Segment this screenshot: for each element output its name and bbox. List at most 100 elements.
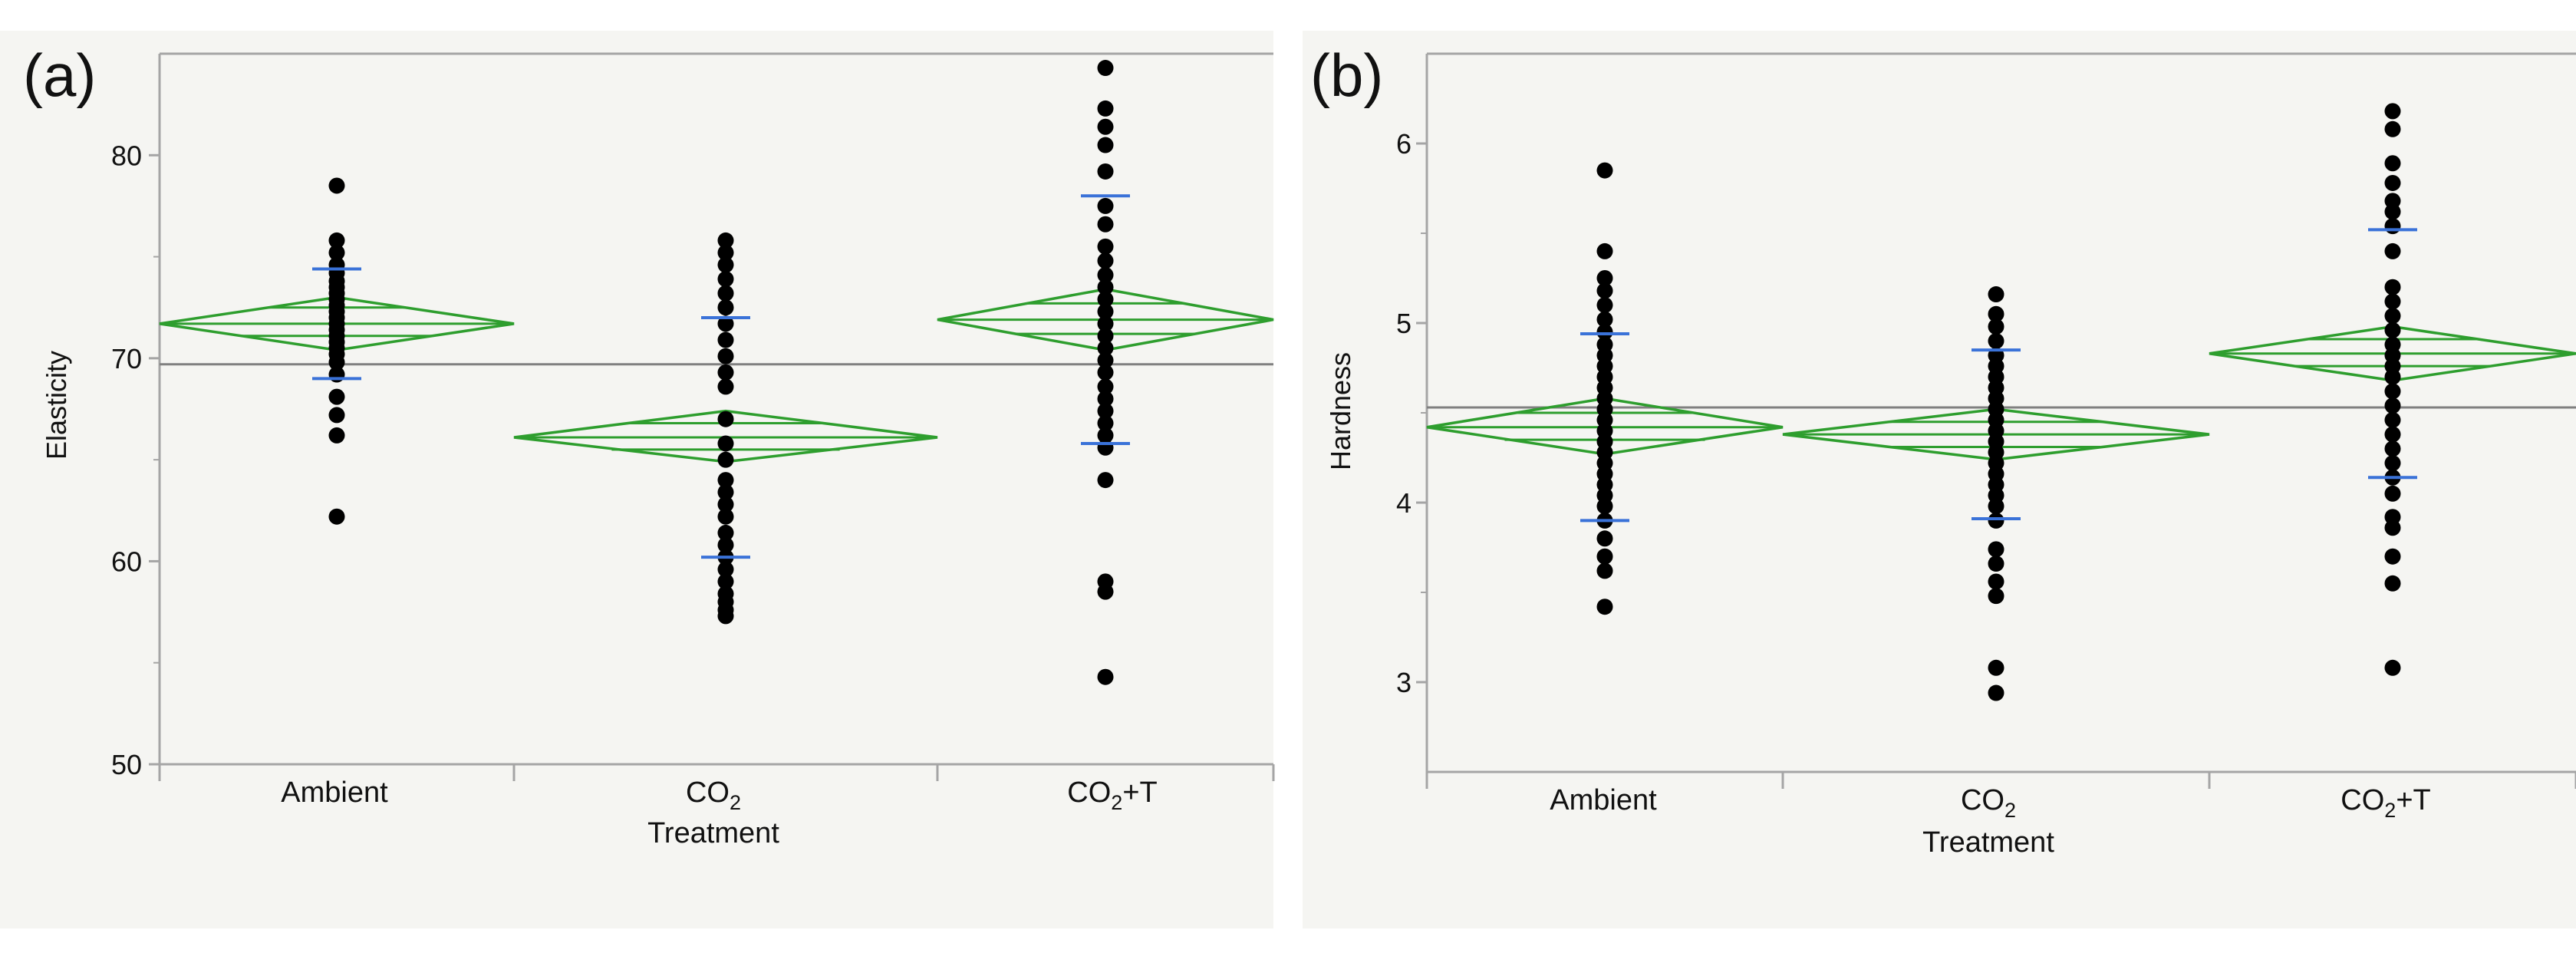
y-tick-label: 60	[111, 546, 142, 577]
data-point	[1596, 242, 1613, 259]
data-point	[717, 244, 734, 261]
data-point	[717, 348, 734, 364]
data-point	[2384, 383, 2401, 400]
data-point	[1596, 162, 1613, 179]
data-point	[2384, 308, 2401, 325]
data-point	[328, 388, 345, 405]
group-co2	[513, 232, 938, 625]
data-point	[2384, 155, 2401, 172]
data-point	[1097, 391, 1114, 407]
data-point	[1097, 328, 1114, 345]
data-point	[1097, 60, 1114, 77]
data-point	[1097, 238, 1114, 255]
y-tick-label: 70	[111, 343, 142, 374]
data-point	[1988, 498, 2004, 515]
data-point	[717, 232, 734, 249]
data-point	[717, 256, 734, 273]
data-point	[1097, 583, 1114, 600]
data-point	[1097, 427, 1114, 444]
data-point	[1097, 291, 1114, 308]
data-point	[1097, 340, 1114, 357]
data-point	[2384, 455, 2401, 472]
data-point	[717, 299, 734, 316]
data-point	[328, 366, 345, 383]
data-point	[1596, 282, 1613, 299]
data-point	[1988, 512, 2004, 529]
data-point	[2384, 411, 2401, 428]
data-point	[1596, 562, 1613, 579]
data-point	[1097, 216, 1114, 233]
data-point	[717, 411, 734, 427]
y-tick-label: 6	[1396, 128, 1412, 160]
data-point	[328, 427, 345, 444]
data-point	[1097, 352, 1114, 369]
panel-a-label: (a)	[23, 41, 96, 109]
data-point	[717, 472, 734, 489]
data-point	[2384, 519, 2401, 536]
data-point	[717, 496, 734, 513]
x-category-label: CO2+T	[2340, 784, 2430, 822]
data-point	[1988, 684, 2004, 701]
data-point	[1596, 548, 1613, 565]
panel-a-y-axis-label: Elasticity	[41, 351, 72, 460]
data-point	[1097, 252, 1114, 269]
data-point	[1097, 668, 1114, 685]
panel-a-x-axis-label: Treatment	[647, 817, 779, 849]
data-point	[1097, 415, 1114, 432]
y-tick-label: 5	[1396, 308, 1412, 339]
data-point	[1988, 318, 2004, 335]
data-point	[2384, 368, 2401, 385]
data-point	[1097, 266, 1114, 283]
data-point	[1097, 364, 1114, 381]
data-point	[1988, 556, 2004, 572]
data-point	[2384, 203, 2401, 220]
data-point	[2384, 279, 2401, 295]
data-point	[328, 244, 345, 261]
data-point	[1097, 118, 1114, 135]
data-point	[717, 435, 734, 452]
panel-a-background	[0, 31, 1273, 928]
data-point	[328, 177, 345, 194]
data-point	[717, 561, 734, 578]
data-point	[717, 331, 734, 348]
data-point	[2384, 485, 2401, 502]
group-co2-t	[2209, 103, 2576, 676]
data-point	[1988, 573, 2004, 590]
data-point	[2384, 293, 2401, 310]
data-point	[1097, 163, 1114, 180]
data-point	[1988, 332, 2004, 349]
data-point	[1097, 279, 1114, 295]
data-point	[717, 451, 734, 468]
data-point	[1988, 541, 2004, 558]
data-point	[1097, 472, 1114, 489]
data-point	[1596, 498, 1613, 515]
y-tick-label: 50	[111, 749, 142, 780]
panel-b-label: (b)	[1310, 41, 1383, 109]
panel-b-background	[1303, 31, 2576, 928]
data-point	[1097, 137, 1114, 153]
y-tick-label: 3	[1396, 667, 1412, 698]
x-category-label: CO2	[686, 777, 741, 814]
data-point	[2384, 242, 2401, 259]
data-point	[717, 536, 734, 553]
data-point	[1097, 303, 1114, 320]
data-point	[717, 483, 734, 500]
data-point	[2384, 322, 2401, 338]
data-point	[1988, 659, 2004, 676]
data-point	[2384, 174, 2401, 191]
data-point	[717, 608, 734, 625]
means-diamond	[2209, 325, 2576, 382]
group-ambient	[1426, 162, 1784, 615]
data-point	[1596, 599, 1613, 615]
y-tick-label: 4	[1396, 487, 1412, 519]
data-point	[1988, 305, 2004, 322]
data-point	[2384, 120, 2401, 137]
panel-b-hardness: (b) Hardness Treatment 3 4 5 6 Ambient CO2 CO2…	[1303, 31, 2576, 928]
data-point	[717, 285, 734, 302]
data-point	[1596, 324, 1613, 341]
data-point	[2384, 218, 2401, 235]
data-point	[1097, 378, 1114, 395]
data-point	[328, 354, 345, 371]
x-category-label: CO2	[1961, 784, 2016, 822]
data-point	[2384, 426, 2401, 443]
